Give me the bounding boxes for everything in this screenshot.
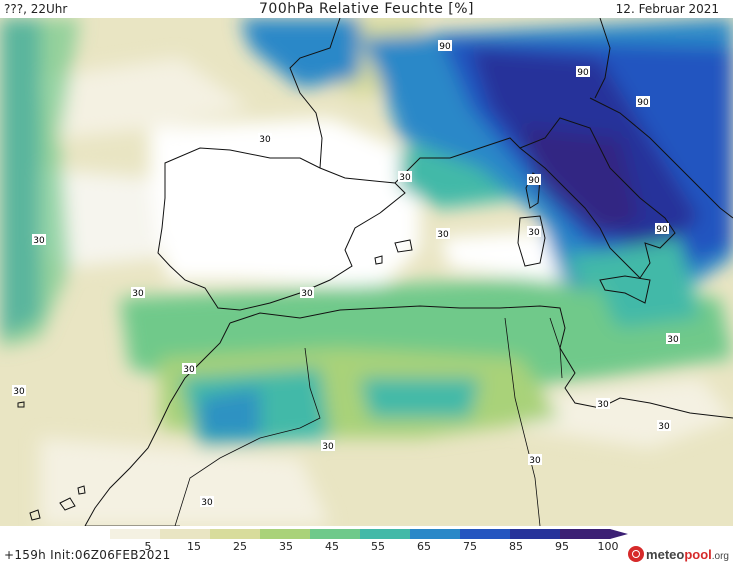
colorbar-segment [260, 529, 311, 539]
valid-day-time: ???, 22Uhr [4, 2, 68, 16]
contour-label: 30 [32, 234, 46, 246]
svg-text:30: 30 [13, 387, 25, 397]
contour-label: 30 [321, 440, 335, 452]
contour-label: 30 [657, 420, 671, 432]
meteopool-logo[interactable]: meteopool.org [628, 544, 729, 564]
contour-label: 30 [12, 385, 26, 397]
colorbar-segment [560, 529, 611, 539]
colorbar-segment [410, 529, 461, 539]
svg-text:90: 90 [637, 98, 649, 108]
contour-label: 30 [258, 133, 272, 145]
contour-label: 90 [655, 223, 669, 235]
contour-label: 30 [666, 333, 680, 345]
colorbar-tick-label: 35 [279, 540, 293, 553]
colorbar-tick-label: 85 [509, 540, 523, 553]
map-header: ???, 22Uhr 700hPa Relative Feuchte [%] 1… [0, 0, 733, 18]
svg-text:30: 30 [33, 236, 45, 246]
colorbar-segment [360, 529, 411, 539]
contour-label: 90 [636, 96, 650, 108]
run-info: +159h Init:06Z06FEB2021 [4, 548, 171, 562]
contour-label: 30 [200, 496, 214, 508]
svg-text:30: 30 [201, 498, 213, 508]
colorbar-segment [160, 529, 211, 539]
contour-label: 30 [182, 363, 196, 375]
svg-text:30: 30 [658, 422, 670, 432]
svg-text:30: 30 [301, 289, 313, 299]
colorbar-segment [210, 529, 261, 539]
colorbar-tick-label: 100 [597, 540, 619, 553]
colorbar-tick-label: 65 [417, 540, 431, 553]
colorbar-ticks: 5 15 25 35 45 55 65 75 85 95 100 [0, 540, 733, 554]
svg-text:90: 90 [577, 68, 589, 78]
svg-text:30: 30 [528, 228, 540, 238]
contour-label: 90 [576, 66, 590, 78]
humidity-map: 90 90 90 90 90 30 30 30 30 30 30 30 30 3… [0, 18, 733, 526]
contour-label: 30 [131, 287, 145, 299]
logo-icon [628, 546, 645, 562]
colorbar-tick-label: 25 [233, 540, 247, 553]
colorbar: 5 15 25 35 45 55 65 75 85 95 100 [0, 528, 733, 566]
svg-text:30: 30 [322, 442, 334, 452]
contour-label: 90 [527, 174, 541, 186]
svg-text:90: 90 [656, 225, 668, 235]
svg-text:30: 30 [529, 456, 541, 466]
svg-text:30: 30 [132, 289, 144, 299]
colorbar-tick-label: 15 [187, 540, 201, 553]
colorbar-tick-label: 95 [555, 540, 569, 553]
svg-text:30: 30 [437, 230, 449, 240]
humidity-field [0, 18, 733, 526]
svg-text:90: 90 [528, 176, 540, 186]
colorbar-segment [510, 529, 561, 539]
contour-label: 30 [528, 454, 542, 466]
colorbar-tick-label: 75 [463, 540, 477, 553]
colorbar-segment [460, 529, 511, 539]
colorbar-tick-label: 45 [325, 540, 339, 553]
map-title: 700hPa Relative Feuchte [%] [259, 1, 474, 17]
colorbar-tick-label: 55 [371, 540, 385, 553]
contour-labels: 90 90 90 90 90 30 30 30 30 30 30 30 30 3… [12, 40, 680, 508]
contour-label: 30 [300, 287, 314, 299]
svg-text:90: 90 [439, 42, 451, 52]
svg-text:30: 30 [597, 400, 609, 410]
svg-text:30: 30 [667, 335, 679, 345]
contour-label: 30 [527, 226, 541, 238]
colorbar-segment [310, 529, 361, 539]
svg-text:30: 30 [259, 135, 271, 145]
logo-text: meteopool.org [646, 546, 729, 562]
colorbar-tick-label: 5 [144, 540, 152, 553]
contour-label: 90 [438, 40, 452, 52]
valid-date: 12. Februar 2021 [615, 2, 719, 16]
svg-text:30: 30 [399, 173, 411, 183]
contour-label: 30 [596, 398, 610, 410]
contour-label: 30 [436, 228, 450, 240]
colorbar-gradient [110, 529, 628, 539]
contour-label: 30 [398, 171, 412, 183]
svg-text:30: 30 [183, 365, 195, 375]
colorbar-segment [110, 529, 161, 539]
colorbar-arrow [610, 529, 628, 539]
